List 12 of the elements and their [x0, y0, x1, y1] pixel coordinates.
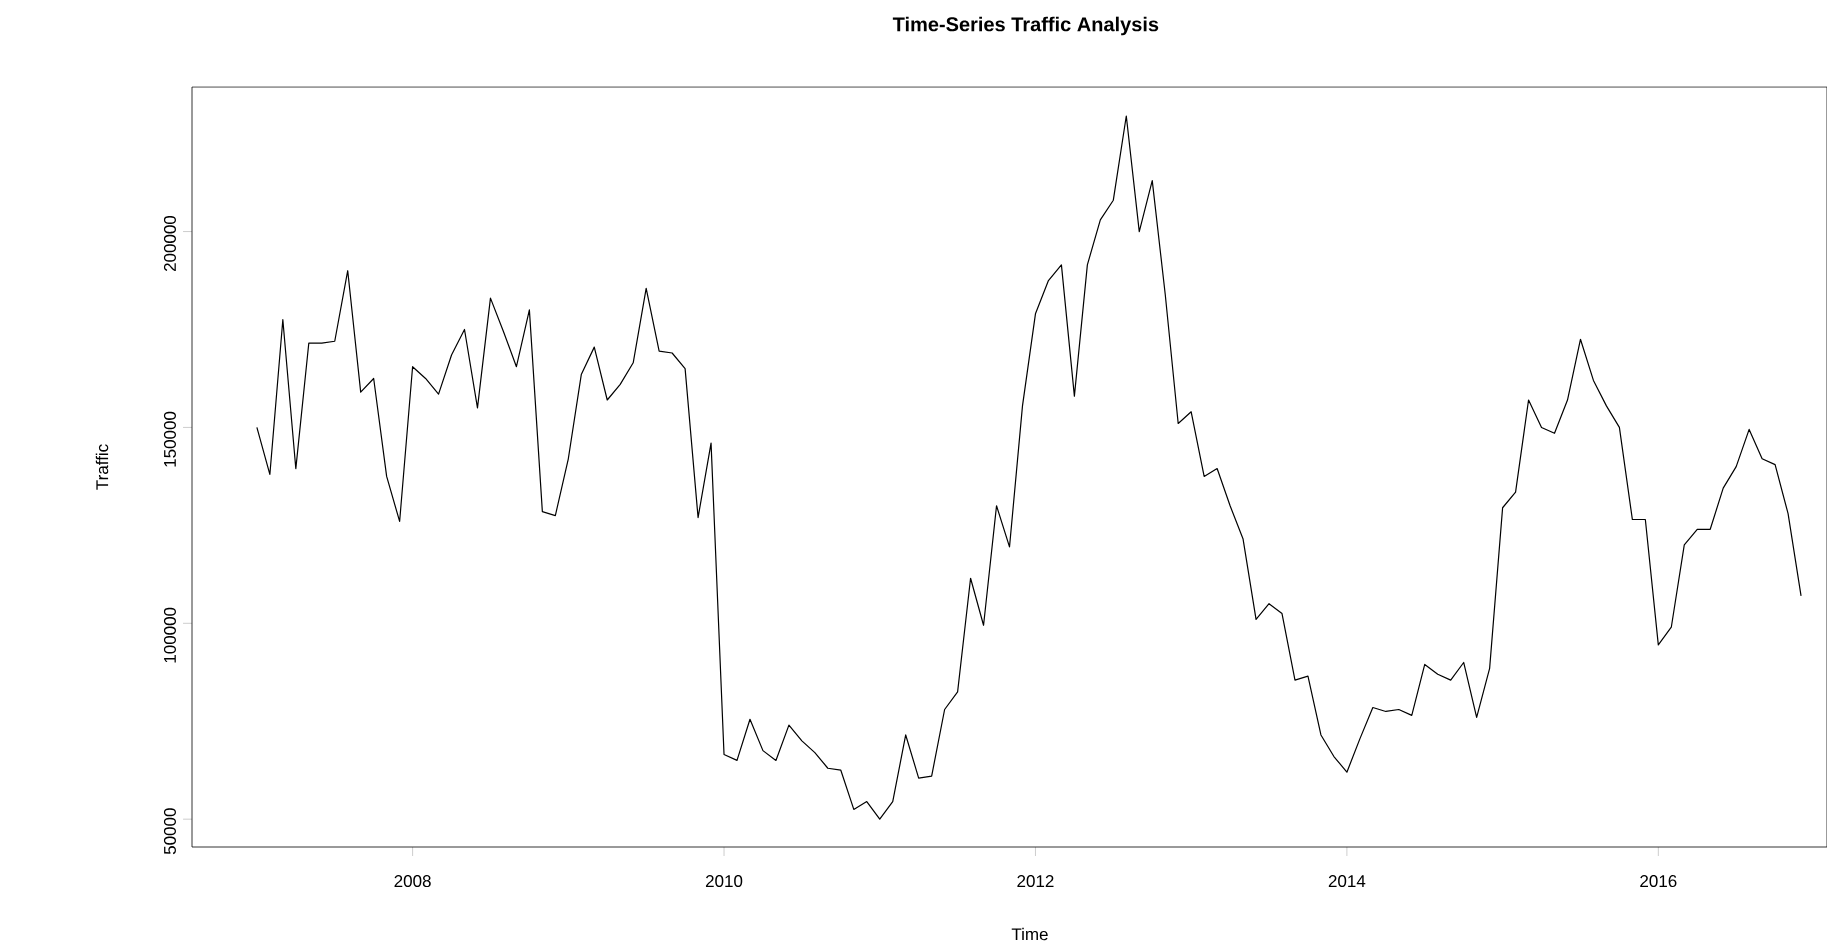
- x-tick-label: 2014: [1328, 875, 1366, 888]
- y-axis-title: Traffic: [95, 444, 109, 490]
- y-tick-label: 50000: [163, 808, 176, 855]
- x-tick-label: 2008: [394, 875, 431, 888]
- x-tick-label: 2016: [1640, 875, 1677, 888]
- y-tick-label: 100000: [163, 607, 176, 663]
- x-axis-title: Time: [1011, 927, 1048, 941]
- y-tick-label: 200000: [163, 215, 176, 272]
- x-tick-label: 2010: [705, 875, 743, 888]
- y-tick-label: 150000: [163, 411, 176, 467]
- x-tick-label: 2012: [1017, 875, 1054, 888]
- chart-title: Time-Series Traffic Analysis: [892, 16, 1159, 36]
